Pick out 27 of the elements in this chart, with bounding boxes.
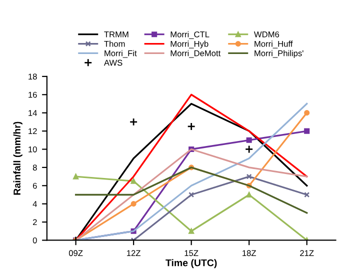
legend-label: Morri_Fit bbox=[104, 50, 137, 58]
legend-label: AWS bbox=[104, 60, 122, 66]
legend-label: Morri_Philips' bbox=[254, 50, 304, 58]
x-tick-label: 09Z bbox=[68, 250, 83, 256]
x-axis-title: Time (UTC) bbox=[166, 259, 217, 268]
y-tick-label: 16 bbox=[28, 92, 37, 98]
legend-label: Morri_CTL bbox=[170, 31, 210, 39]
y-tick-label: 18 bbox=[28, 74, 37, 80]
y-axis-title: Rainfall (mm/hr) bbox=[13, 122, 22, 195]
y-tick-label: 6 bbox=[32, 182, 37, 189]
y-tick-label: 4 bbox=[32, 201, 37, 207]
y-tick-label: 2 bbox=[32, 219, 37, 226]
x-tick-label: 15Z bbox=[184, 250, 198, 256]
x-tick-label: 21Z bbox=[300, 250, 314, 256]
legend-label: WDM6 bbox=[254, 31, 280, 38]
legend-label: TRMM bbox=[104, 32, 128, 38]
x-tick-label: 18Z bbox=[242, 250, 256, 256]
legend-label: Morri_DeMott bbox=[170, 50, 221, 58]
legend-label: Morri_Hyb bbox=[170, 40, 208, 48]
y-tick-label: 14 bbox=[28, 110, 37, 116]
legend-label: Thom bbox=[104, 40, 125, 47]
y-tick-label: 10 bbox=[28, 146, 37, 152]
y-tick-label: 8 bbox=[32, 164, 37, 171]
y-tick-label: 12 bbox=[28, 128, 37, 134]
x-tick-label: 12Z bbox=[127, 250, 140, 256]
y-tick-label: 0 bbox=[32, 237, 37, 244]
legend-label: Morri_Huff bbox=[254, 40, 293, 48]
